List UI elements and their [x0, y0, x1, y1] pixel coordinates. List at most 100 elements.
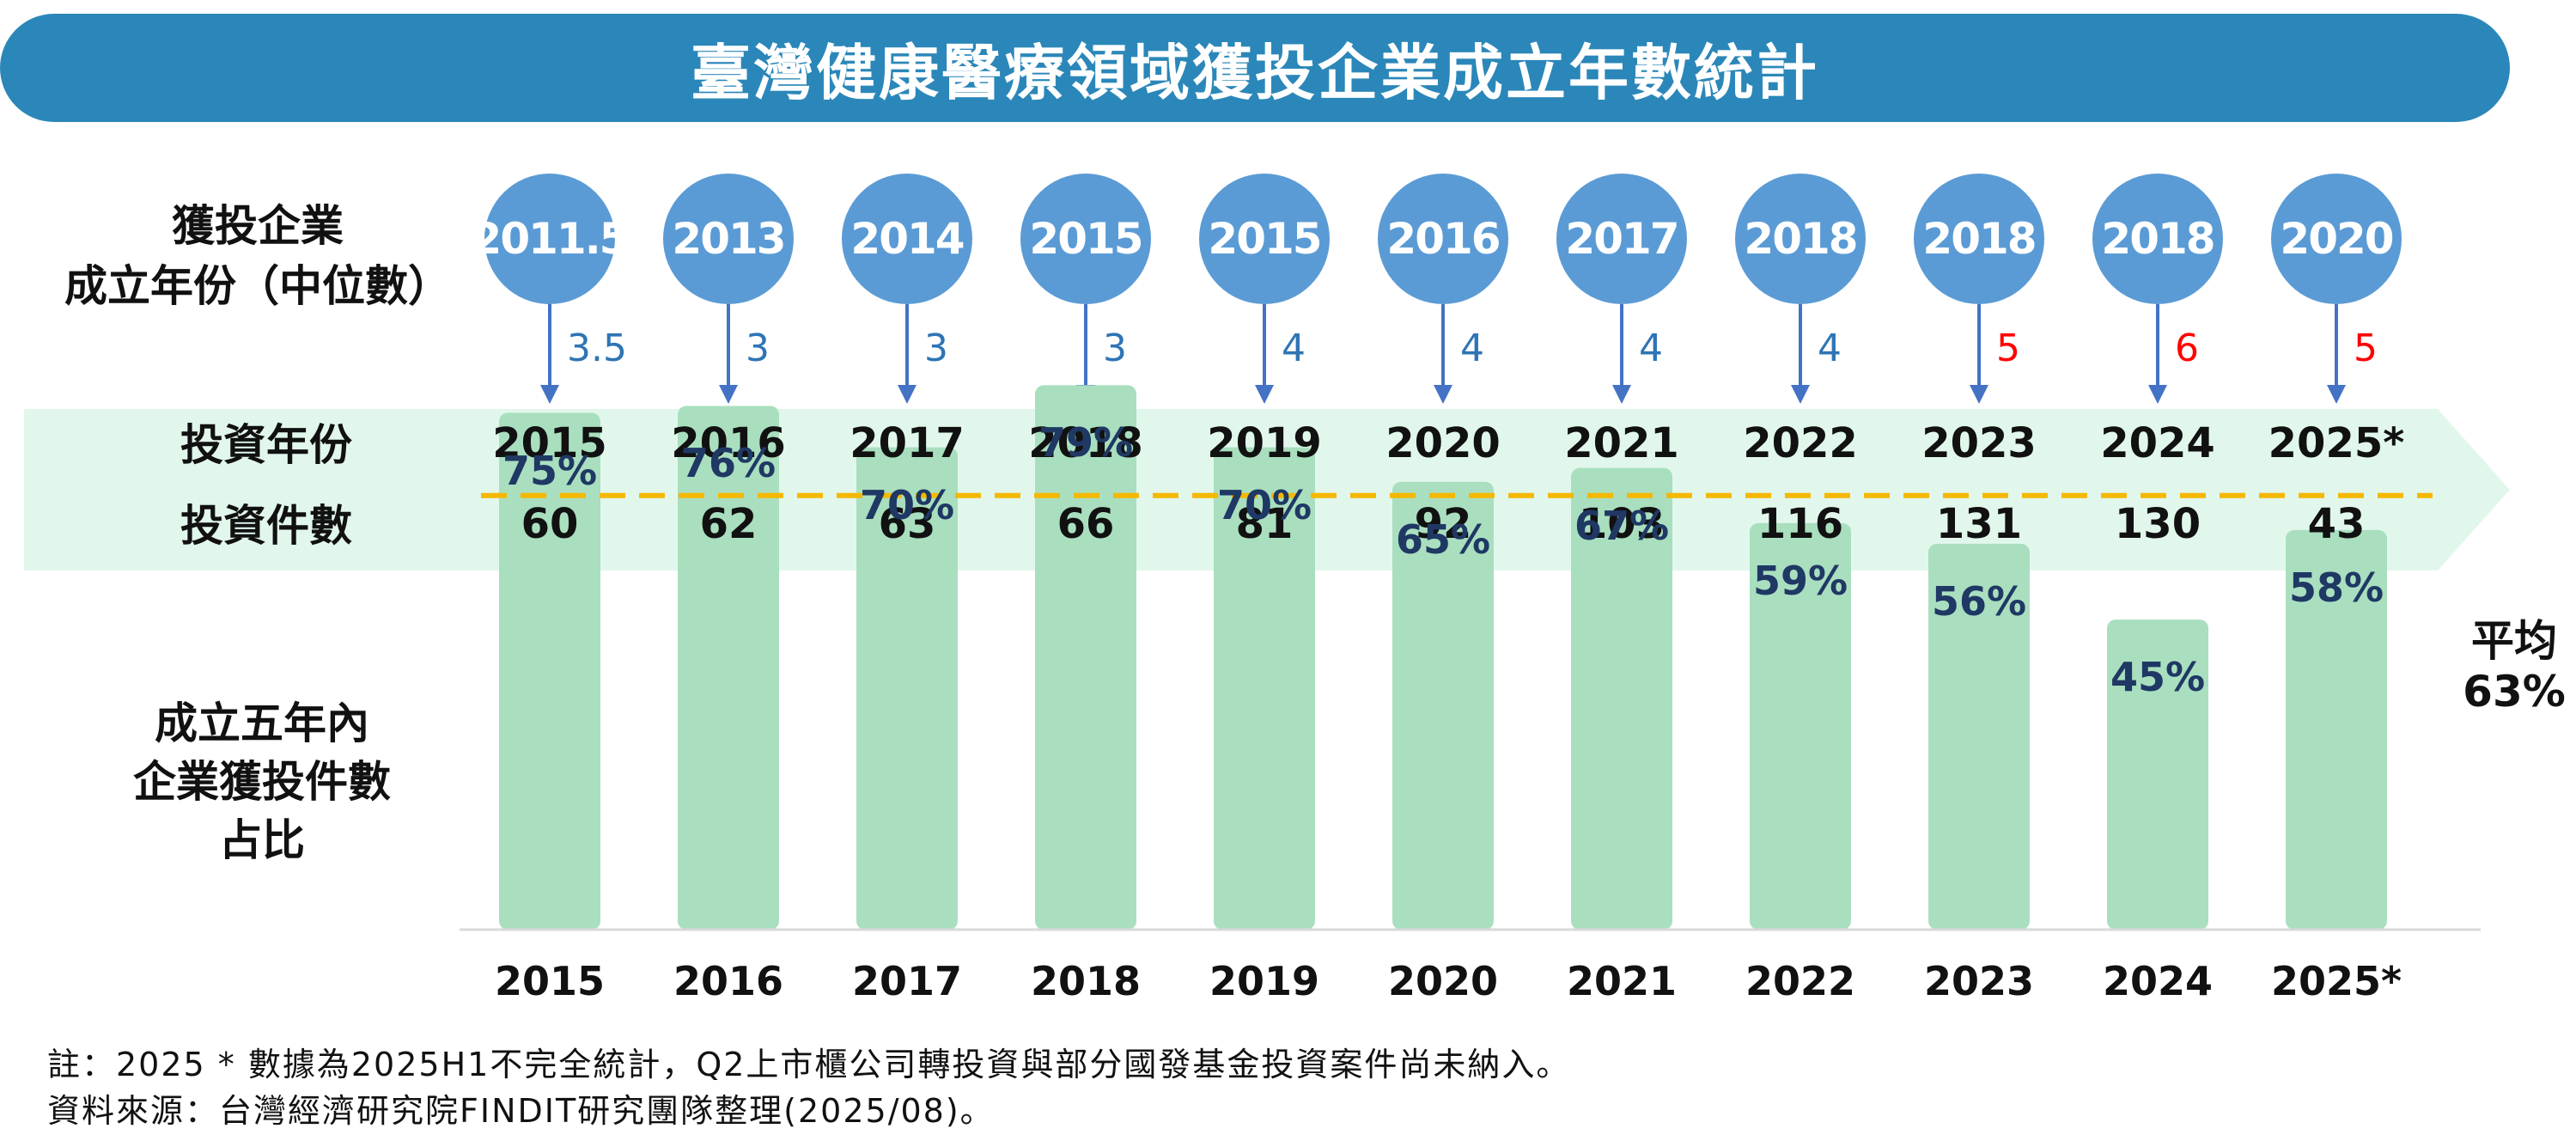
- median-year-circle: 2014: [842, 174, 972, 304]
- year-gap-arrowhead: [1255, 385, 1274, 404]
- share-bar: [1214, 447, 1315, 930]
- share-bar: [1392, 481, 1494, 930]
- share-bar: [1750, 522, 1851, 930]
- median-year-circle: 2013: [663, 174, 794, 304]
- median-year-row-label: 獲投企業 成立年份（中位數）: [17, 196, 498, 316]
- share-bar: [2286, 529, 2387, 930]
- investment-year-value: 2019: [1207, 419, 1322, 467]
- year-gap-arrowhead: [540, 385, 559, 404]
- bar-percent-label: 59%: [1752, 557, 1848, 604]
- title-banner: 臺灣健康醫療領域獲投企業成立年數統計: [0, 14, 2510, 122]
- invest-year-row-label: 投資年份: [180, 420, 352, 470]
- share-label-line2: 企業獲投件數: [133, 757, 391, 807]
- years-gap-label: 6: [2175, 326, 2199, 370]
- share-label-line1: 成立五年內: [155, 699, 369, 748]
- arrows-group: [540, 304, 2346, 404]
- bar-percent-label: 67%: [1574, 502, 1670, 549]
- share-bar: [499, 412, 600, 930]
- invest-count-row-label: 投資件數: [180, 501, 352, 551]
- source-note: 資料來源：台灣經濟研究院FINDIT研究團隊整理(2025/08)。: [47, 1092, 995, 1130]
- median-year-circle: 2018: [1914, 174, 2044, 304]
- investment-year-value: 2017: [850, 419, 965, 467]
- share-bar: [1571, 467, 1672, 930]
- share-bar: [856, 447, 958, 930]
- investment-count-value: 92: [1414, 500, 1472, 548]
- bar-percent-label: 70%: [1216, 481, 1312, 528]
- investment-year-value: 2024: [2100, 419, 2215, 467]
- years-gap-label: 3.5: [567, 326, 627, 370]
- investment-year-value: 2022: [1743, 419, 1858, 467]
- year-gap-arrowhead: [1791, 385, 1810, 404]
- year-gap-arrowhead: [898, 385, 917, 404]
- chart-title: 臺灣健康醫療領域獲投企業成立年數統計: [691, 37, 1819, 108]
- year-gap-arrowhead: [2148, 385, 2167, 404]
- bar-percent-label: 45%: [2110, 654, 2206, 701]
- bar-percent-label: 58%: [2288, 564, 2384, 611]
- investment-count-value: 43: [2307, 500, 2366, 548]
- bar-percent-label: 56%: [1931, 577, 2027, 625]
- year-gap-arrowhead: [1970, 385, 1988, 404]
- investment-count-value: 62: [699, 500, 758, 548]
- share-bar: [1035, 385, 1136, 930]
- median-year-label-line2: 成立年份（中位數）: [64, 261, 451, 311]
- median-year-circle: 2015: [1199, 174, 1330, 304]
- x-category-label: 2022: [1745, 958, 1856, 1004]
- investment-year-value: 2016: [671, 419, 786, 467]
- investment-count-value: 60: [521, 500, 579, 548]
- investment-year-value: 2020: [1385, 419, 1501, 467]
- average-label: 平均: [2471, 616, 2557, 666]
- median-year-circle: 2018: [1735, 174, 1866, 304]
- x-category-label: 2023: [1923, 958, 2035, 1004]
- years-gap-label: 5: [2354, 326, 2378, 370]
- investment-year-value: 2025*: [2268, 419, 2405, 467]
- share-bar: [1928, 543, 2030, 930]
- median-year-circle: 2020: [2271, 174, 2402, 304]
- median-year-circle: 2015: [1020, 174, 1151, 304]
- x-category-label: 2025*: [2270, 958, 2402, 1004]
- investment-count-value: 66: [1057, 500, 1115, 548]
- investment-count-value: 81: [1235, 500, 1294, 548]
- bar-percent-label: 75%: [502, 447, 598, 494]
- bar-percent-label: 70%: [859, 481, 955, 528]
- median-year-circle: 2018: [2092, 174, 2223, 304]
- bar-percent-label: 79%: [1038, 419, 1134, 467]
- x-category-label: 2015: [494, 958, 606, 1004]
- median-year-circle: 2011.5: [472, 174, 629, 304]
- share-row-label: 成立五年內 企業獲投件數 占比: [60, 694, 464, 869]
- bars-group: [499, 385, 2387, 930]
- share-bar: [678, 406, 779, 930]
- years-gap-label: 3: [746, 326, 770, 370]
- x-category-label: 2017: [851, 958, 963, 1004]
- investment-year-value: 2023: [1921, 419, 2037, 467]
- investment-count-value: 116: [1757, 500, 1844, 548]
- bar-percent-label: 65%: [1395, 516, 1491, 563]
- years-gap-label: 4: [1460, 326, 1484, 370]
- share-label-line3: 占比: [219, 815, 305, 865]
- x-category-label: 2019: [1209, 958, 1320, 1004]
- share-bar: [2107, 619, 2208, 930]
- years-gap-label: 4: [1818, 326, 1842, 370]
- x-category-label: 2020: [1387, 958, 1499, 1004]
- years-gap-label: 4: [1282, 326, 1306, 370]
- x-category-label: 2024: [2102, 958, 2214, 1004]
- investment-year-value: 2018: [1028, 419, 1143, 467]
- years-gap-label: 4: [1639, 326, 1663, 370]
- bar-percent-label: 76%: [680, 440, 776, 487]
- years-gap-label: 5: [1996, 326, 2020, 370]
- median-year-circle: 2016: [1378, 174, 1508, 304]
- x-category-label: 2016: [673, 958, 784, 1004]
- investment-year-value: 2015: [492, 419, 607, 467]
- investment-count-value: 130: [2114, 500, 2201, 548]
- footnote: 註：2025 * 數據為2025H1不完全統計，Q2上市櫃公司轉投資與部分國發基…: [47, 1046, 1571, 1083]
- year-gap-arrowhead: [1612, 385, 1631, 404]
- investment-count-value: 63: [878, 500, 936, 548]
- year-gap-arrowhead: [2327, 385, 2346, 404]
- years-gap-label: 3: [1103, 326, 1127, 370]
- average-value: 63%: [2463, 667, 2566, 717]
- median-year-label-line1: 獲投企業: [172, 201, 344, 251]
- investment-year-value: 2021: [1564, 419, 1679, 467]
- year-gap-arrowhead: [1434, 385, 1452, 404]
- x-category-label: 2018: [1030, 958, 1142, 1004]
- investment-count-value: 103: [1578, 500, 1666, 548]
